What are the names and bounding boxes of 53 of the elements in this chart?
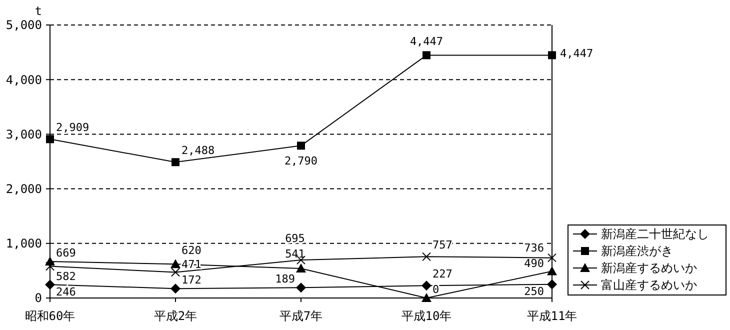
data-label: 2,488 [182, 144, 215, 158]
data-label: 4,447 [560, 47, 594, 60]
point [296, 263, 306, 272]
data-label: 246 [56, 285, 76, 298]
data-label: 227 [432, 267, 452, 280]
point [170, 259, 180, 268]
x-tick-label: 平成2年 [154, 309, 198, 323]
data-label: 669 [56, 246, 76, 260]
point [172, 158, 180, 166]
legend-label: 富山産するめいか [601, 278, 697, 292]
data-label: 695 [285, 232, 305, 245]
y-axis-title: t [34, 4, 42, 18]
data-label: 541 [285, 247, 305, 260]
data-label: 736 [524, 242, 544, 255]
data-label: 172 [182, 273, 202, 286]
point [171, 268, 180, 277]
point [548, 51, 556, 60]
y-tick-label: 5,000 [6, 18, 42, 32]
point [422, 252, 431, 262]
point [46, 262, 54, 271]
point [422, 51, 430, 60]
y-tick-label: 4,000 [6, 72, 42, 87]
point [45, 280, 55, 290]
data-label: 620 [182, 244, 202, 257]
data-label: 4,447 [410, 35, 444, 48]
point [422, 280, 432, 291]
point [296, 282, 306, 293]
point [297, 142, 305, 150]
legend-label: 新潟産するめいか [601, 261, 697, 276]
data-label: 582 [56, 270, 76, 284]
legend-label: 新潟産二十世紀なし [601, 227, 709, 242]
data-label: 757 [432, 238, 452, 252]
data-label: 0 [432, 282, 440, 296]
data-label: 490 [524, 257, 544, 270]
y-tick-label: 2,000 [6, 182, 42, 196]
x-tick-label: 平成7年 [279, 309, 323, 323]
point [547, 266, 557, 276]
x-tick-label: 平成10年 [401, 309, 452, 323]
x-tick-label: 平成11年 [526, 309, 578, 323]
data-label: 2,909 [56, 121, 90, 134]
data-label: 189 [275, 272, 295, 286]
point [547, 279, 557, 290]
y-tick-label: 3,000 [6, 127, 42, 142]
point [422, 293, 432, 302]
y-tick-label: 1,000 [6, 236, 42, 251]
point [548, 253, 556, 262]
legend-label: 新潟産渋がき [601, 244, 673, 258]
point [46, 135, 54, 144]
y-tick-label: 0 [34, 291, 42, 306]
data-label: 250 [524, 285, 544, 298]
point [170, 284, 180, 294]
data-label: 2,790 [284, 154, 318, 168]
x-tick-label: 昭和60年 [24, 309, 76, 323]
